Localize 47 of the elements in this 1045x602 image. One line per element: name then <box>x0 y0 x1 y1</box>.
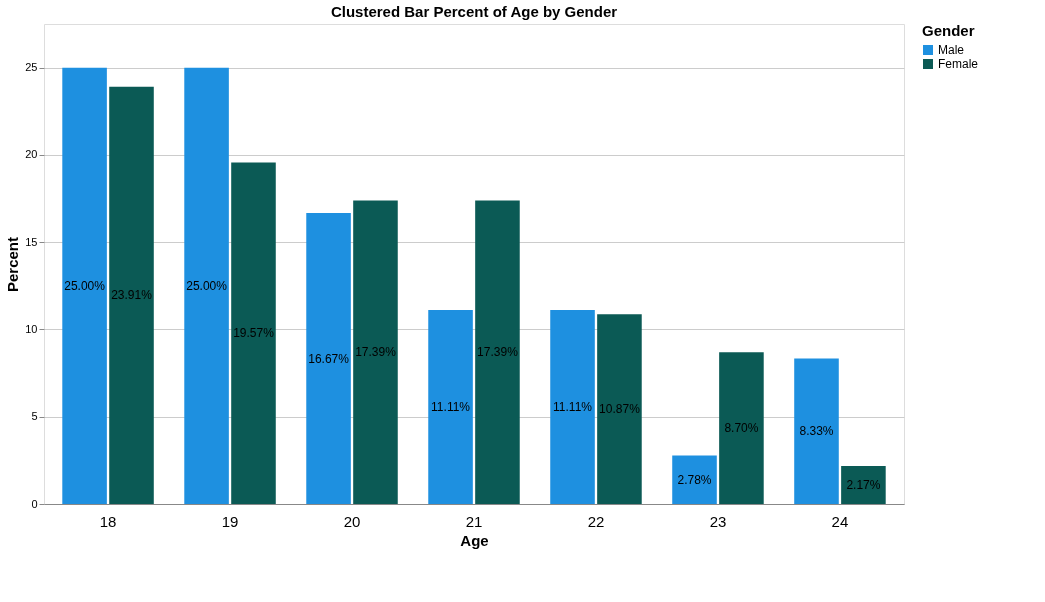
bar <box>719 352 764 504</box>
data-label: 10.87% <box>599 402 641 417</box>
data-label: 8.70% <box>724 421 759 436</box>
x-tick-label: 20 <box>343 512 361 530</box>
bar <box>306 213 351 504</box>
data-label: 2.78% <box>677 472 712 487</box>
y-tick-label: 20 <box>25 148 38 161</box>
data-label: 25.00% <box>64 278 106 293</box>
legend-label: Female <box>938 57 979 71</box>
data-label: 23.91% <box>111 288 153 303</box>
data-label: 2.17% <box>846 478 881 493</box>
bar <box>62 67 107 504</box>
x-axis-title: Age <box>460 531 489 549</box>
y-tick-label: 0 <box>31 497 38 510</box>
legend-label: Male <box>938 43 965 57</box>
x-tick-label: 21 <box>465 512 483 530</box>
bar <box>794 358 839 504</box>
data-label: 11.11% <box>431 400 471 415</box>
data-label: 8.33% <box>799 424 834 439</box>
chart-title: Clustered Bar Percent of Age by Gender <box>330 3 618 20</box>
bar <box>428 310 473 504</box>
bar <box>597 314 642 504</box>
x-tick-label: 18 <box>99 512 117 530</box>
legend-title: Gender <box>922 22 975 39</box>
data-label: 11.11% <box>553 400 593 415</box>
bar <box>475 200 520 504</box>
y-tick-label: 10 <box>25 322 38 335</box>
bar <box>841 466 886 504</box>
bar <box>353 200 398 504</box>
bar <box>109 86 154 504</box>
x-tick-label: 23 <box>709 512 727 530</box>
data-label: 19.57% <box>233 326 275 341</box>
data-label: 17.39% <box>355 345 397 360</box>
data-label: 25.00% <box>186 278 228 293</box>
data-label: 16.67% <box>308 351 350 366</box>
y-axis-title: Percent <box>4 236 22 293</box>
x-tick-label: 24 <box>831 512 849 530</box>
x-tick-label: 19 <box>221 512 239 530</box>
y-tick-label: 15 <box>25 235 38 248</box>
bar <box>231 162 276 504</box>
bar <box>184 67 229 504</box>
y-tick-label: 25 <box>25 61 38 74</box>
bar <box>672 455 717 504</box>
bar <box>550 310 595 504</box>
data-label: 17.39% <box>477 345 519 360</box>
y-tick-label: 5 <box>31 410 38 423</box>
x-tick-label: 22 <box>587 512 605 530</box>
